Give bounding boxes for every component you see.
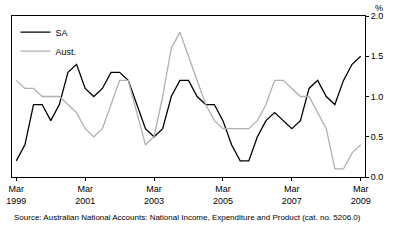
svg-text:Mar2003: Mar2003 — [144, 184, 164, 206]
svg-text:0.0: 0.0 — [371, 172, 384, 182]
svg-text:SA: SA — [56, 28, 68, 38]
svg-text:Mar2001: Mar2001 — [75, 184, 95, 206]
svg-text:1.0: 1.0 — [371, 92, 384, 102]
svg-text:Mar2007: Mar2007 — [282, 184, 302, 206]
svg-text:Aust.: Aust. — [56, 47, 77, 57]
svg-text:0.5: 0.5 — [371, 132, 384, 142]
svg-text:Source: Australian National Ac: Source: Australian National Accounts: Na… — [14, 213, 361, 222]
svg-text:Mar1999: Mar1999 — [6, 184, 26, 206]
svg-text:1.5: 1.5 — [371, 51, 384, 61]
svg-text:%: % — [375, 3, 383, 13]
svg-text:Mar2005: Mar2005 — [213, 184, 233, 206]
svg-text:2.0: 2.0 — [371, 11, 384, 21]
svg-text:Mar2009: Mar2009 — [351, 184, 371, 206]
